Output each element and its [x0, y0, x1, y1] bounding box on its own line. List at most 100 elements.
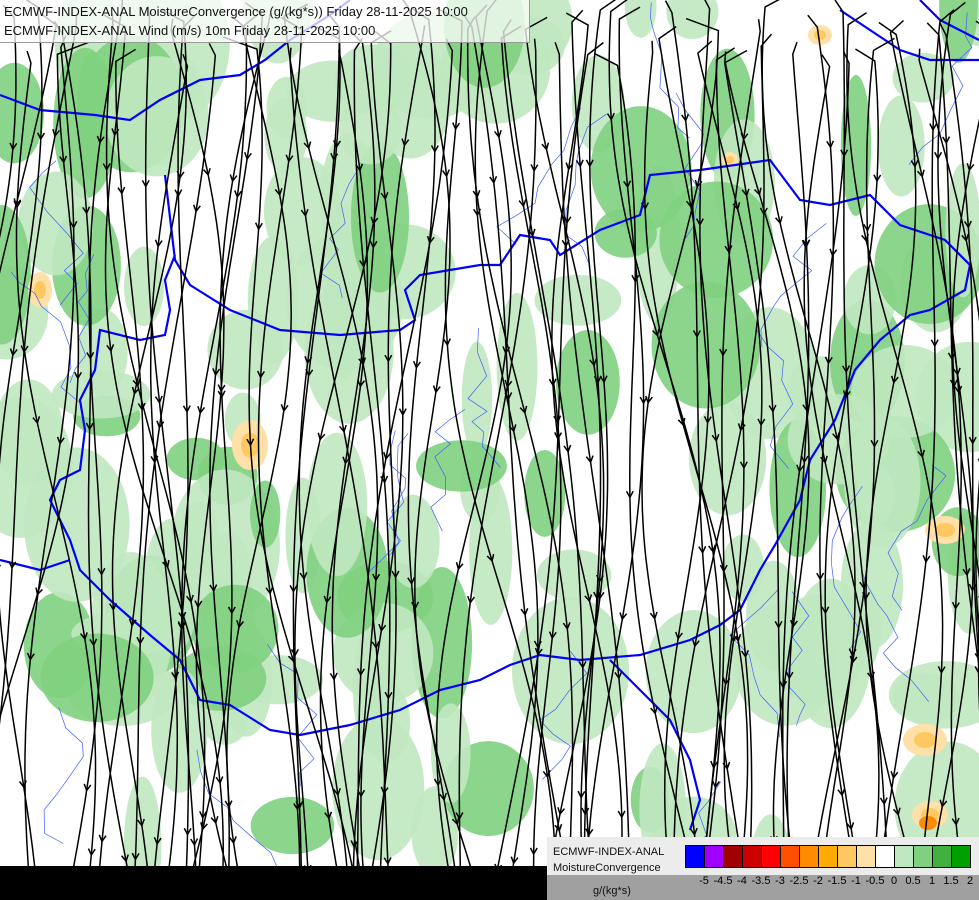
- streamline-arrow: [593, 375, 602, 384]
- convergence-area: [877, 95, 925, 197]
- convergence-area: [0, 379, 64, 486]
- streamline-arrow: [97, 567, 106, 577]
- legend-tick-label: -4: [737, 875, 747, 887]
- streamline: [144, 6, 190, 883]
- streamline-arrow: [733, 633, 742, 643]
- streamline-arrow: [759, 207, 768, 216]
- streamline: [877, 9, 955, 886]
- streamline-arrow: [89, 638, 98, 647]
- streamline-arrow: [863, 223, 872, 233]
- streamline-arrow: [614, 671, 623, 680]
- streamline: [0, 0, 43, 884]
- river: [366, 433, 409, 575]
- streamline: [289, 47, 390, 888]
- streamline-arrow: [930, 339, 939, 348]
- streamline: [0, 15, 78, 726]
- streamline-arrow: [378, 623, 387, 633]
- streamline-arrow: [910, 159, 919, 169]
- legend-swatch: [895, 846, 914, 867]
- streamline-arrow: [117, 186, 126, 195]
- streamline-arrow: [380, 191, 389, 201]
- streamline-arrow: [391, 570, 400, 579]
- streamline-arrow: [203, 167, 211, 177]
- river: [755, 328, 794, 469]
- streamline: [97, 48, 145, 890]
- streamline-arrow: [529, 847, 538, 856]
- legend-swatch: [819, 846, 838, 867]
- streamline-arrow: [131, 852, 140, 861]
- streamline-arrow: [83, 783, 92, 793]
- streamline-arrow: [846, 822, 855, 831]
- streamline-arrow: [890, 770, 899, 780]
- streamline-arrow: [578, 661, 587, 670]
- streamline-arrow: [153, 837, 162, 846]
- streamline-arrow: [190, 838, 199, 847]
- legend-tick-label: 0: [890, 875, 898, 887]
- streamline-arrow: [156, 420, 165, 429]
- streamline-arrow: [430, 145, 439, 154]
- streamline-arrow: [121, 854, 129, 863]
- streamline-arrow: [681, 113, 690, 123]
- streamline-arrow: [380, 786, 389, 795]
- streamline-arrow: [455, 812, 464, 821]
- streamline: [608, 0, 721, 888]
- streamline-arrow: [826, 140, 835, 149]
- streamline: [186, 12, 272, 890]
- streamline: [658, 25, 710, 891]
- streamline-arrow: [947, 352, 956, 361]
- convergence-area: [461, 341, 493, 457]
- streamline-arrow: [741, 650, 749, 659]
- streamline-arrow: [639, 396, 648, 405]
- convergence-area: [659, 181, 774, 298]
- streamline-arrow: [13, 198, 22, 207]
- streamline-arrow: [962, 568, 971, 577]
- streamline-arrow: [577, 790, 586, 799]
- streamline-arrow: [236, 620, 245, 629]
- streamline-arrow: [563, 444, 572, 454]
- divergence-area: [726, 156, 734, 164]
- streamline-arrow: [820, 455, 828, 465]
- streamline-arrow: [280, 404, 289, 413]
- streamline-arrow: [554, 432, 563, 441]
- streamline-arrow: [384, 354, 393, 363]
- streamline-arrow: [338, 424, 347, 434]
- streamline-arrow: [289, 584, 298, 594]
- streamline-arrow: [968, 583, 977, 592]
- convergence-area: [888, 661, 979, 729]
- convergence-area: [191, 584, 279, 673]
- streamline-arrow: [504, 379, 513, 389]
- streamline-arrow: [563, 215, 572, 225]
- convergence-area: [247, 236, 299, 365]
- river: [831, 485, 863, 650]
- streamline-arrow: [370, 216, 379, 226]
- streamline-arrow: [243, 152, 252, 161]
- streamline: [0, 41, 89, 720]
- streamline-arrow: [137, 818, 145, 828]
- river: [196, 749, 288, 893]
- streamline-arrow: [821, 606, 830, 615]
- legend-tick-label: 0.5: [905, 875, 921, 887]
- streamline-arrow: [106, 344, 115, 353]
- streamline-arrow: [295, 800, 304, 810]
- convergence-area: [105, 56, 209, 177]
- convergence-area: [624, 0, 657, 38]
- streamline: [641, 17, 720, 883]
- streamline-arrow: [234, 190, 242, 199]
- legend-tick-label: -1.5: [827, 875, 847, 887]
- streamline-arrow: [837, 788, 846, 797]
- streamline: [355, 38, 454, 891]
- streamline-arrow: [32, 416, 41, 425]
- streamline-arrow: [371, 640, 380, 650]
- streamline-arrow: [585, 828, 594, 837]
- streamline-arrow: [342, 456, 351, 465]
- divergence-area: [935, 523, 955, 537]
- streamline-arrow: [768, 404, 777, 413]
- streamline: [15, 50, 97, 892]
- convergence-area: [534, 274, 622, 326]
- country-border: [48, 158, 972, 737]
- streamline: [697, 40, 763, 882]
- streamline-arrow: [942, 136, 951, 145]
- streamline-arrow: [86, 351, 95, 361]
